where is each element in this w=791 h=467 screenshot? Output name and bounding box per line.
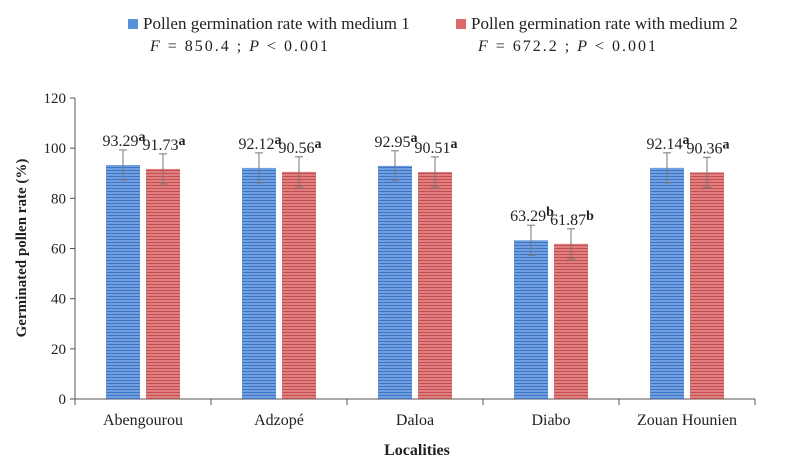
x-axis-label: Localities: [384, 442, 450, 459]
stat-p-symbol: P: [577, 38, 590, 55]
x-tick-label: Zouan Hounien: [637, 412, 737, 429]
data-label: 90.56a: [279, 137, 322, 157]
bar-2-4: [554, 243, 588, 399]
y-axis-label: Germinated pollen rate (%): [14, 159, 30, 338]
stat-p-value: < 0.001: [267, 38, 331, 55]
y-tick-label: 20: [51, 342, 66, 358]
bars: [106, 149, 724, 399]
y-tick-label: 40: [51, 292, 66, 308]
data-label: 92.14a: [647, 133, 690, 153]
bar-2-1: [146, 168, 180, 399]
axes: 0 20 40 60 80 100 120 Abengourou Adzopé Daloa Diab…: [44, 91, 756, 429]
legend-item-medium-2: Pollen germination rate with medium 2: [456, 14, 738, 34]
data-label: 92.12a: [239, 133, 282, 153]
legend-swatch-medium-1: [128, 19, 138, 29]
stat-p-symbol: P: [249, 38, 262, 55]
bar-1-1: [106, 164, 140, 399]
legend-stat-medium-1: F = 850.4 ; P < 0.001: [150, 38, 330, 56]
bar-1-3: [378, 165, 412, 399]
legend-label-medium-1: Pollen germination rate with medium 1: [143, 14, 410, 33]
legend-label-medium-2: Pollen germination rate with medium 2: [471, 14, 738, 33]
x-tick-label: Diabo: [531, 412, 570, 429]
data-label: 63.29b: [510, 205, 554, 225]
data-label: 90.36a: [687, 137, 730, 157]
bar-1-2: [242, 167, 276, 399]
y-tick-label: 60: [51, 242, 66, 258]
y-tick-label: 80: [51, 191, 66, 207]
x-tick-label: Abengourou: [103, 412, 183, 429]
bar-2-5: [690, 172, 724, 399]
stat-f-symbol: F: [478, 38, 490, 55]
data-label: 91.73a: [143, 134, 186, 154]
data-label: 92.95a: [375, 131, 418, 151]
legend-stat-medium-2: F = 672.2 ; P < 0.001: [478, 38, 658, 56]
stat-f-symbol: F: [150, 38, 162, 55]
data-label: 61.87b: [550, 209, 594, 229]
x-tick-label: Daloa: [396, 412, 434, 429]
y-tick-label: 100: [44, 141, 67, 157]
legend: Pollen germination rate with medium 1 F …: [0, 14, 791, 64]
data-label: 90.51a: [415, 137, 458, 157]
bar-2-2: [282, 171, 316, 399]
stat-f-value: = 672.2 ;: [495, 38, 572, 55]
stat-f-value: = 850.4 ;: [167, 38, 244, 55]
bar-1-4: [514, 240, 548, 399]
x-tick-label: Adzopé: [254, 412, 304, 429]
bar-2-3: [418, 171, 452, 399]
stat-p-value: < 0.001: [595, 38, 659, 55]
legend-swatch-medium-2: [456, 19, 466, 29]
bar-1-5: [650, 167, 684, 399]
legend-item-medium-1: Pollen germination rate with medium 1: [128, 14, 410, 34]
data-label: 93.29a: [103, 130, 146, 150]
y-tick-label: 0: [59, 392, 67, 408]
y-tick-label: 120: [44, 91, 67, 107]
